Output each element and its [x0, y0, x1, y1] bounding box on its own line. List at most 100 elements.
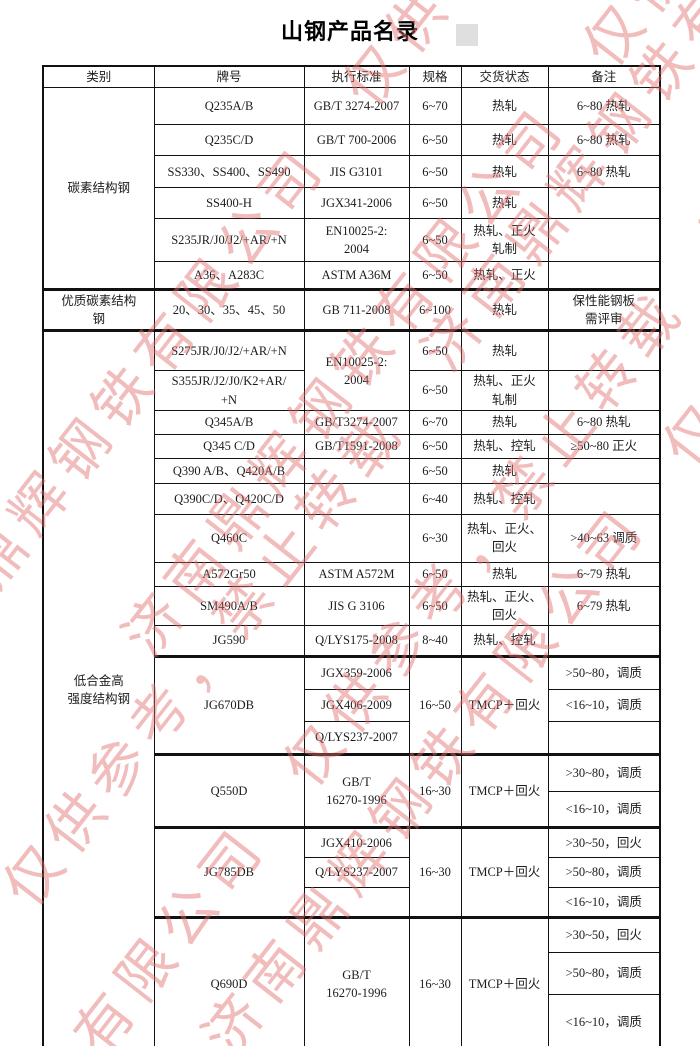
delivery-cell: TMCP＋回火 — [460, 825, 549, 918]
column-header: 交货状态 — [460, 65, 549, 89]
grade-cell: Q460C — [153, 513, 305, 563]
remark-cell: 6~80 热轧 — [547, 87, 661, 126]
remark-cell — [547, 624, 661, 657]
remark-cell: >50~80，调质 — [547, 654, 661, 690]
spec-cell: 16~30 — [408, 825, 462, 918]
grade-cell: Q235A/B — [153, 87, 305, 126]
remark-cell: 6~80 热轧 — [547, 409, 661, 435]
delivery-cell: 热轧 — [460, 155, 549, 189]
delivery-cell: 热轧、正火 轧制 — [460, 370, 549, 411]
table-row: Q390C/D、Q420C/D 6~40 热轧、控轧 — [43, 482, 661, 515]
category-cell: 碳素结构钢 — [42, 87, 155, 291]
spec-cell: 6~50 — [408, 585, 462, 626]
grade-cell: Q345A/B — [153, 409, 305, 435]
standard-cell — [303, 482, 410, 515]
column-header: 规格 — [408, 65, 462, 89]
remark-cell: 6~79 热轧 — [547, 561, 661, 587]
table-row: 碳素结构钢 Q235A/B GB/T 3274-2007 6~70 热轧 6~80 热轧 — [42, 87, 661, 291]
remark-cell: <16~10，调质 — [547, 790, 661, 828]
delivery-cell: TMCP＋回火 — [460, 654, 549, 755]
spec-cell: 6~50 — [408, 457, 462, 484]
table-row: <16~10，调质 — [43, 790, 661, 828]
standard-cell: GB/T3274-2007 — [303, 409, 410, 435]
spec-cell: 6~50 — [408, 218, 462, 263]
standard-cell: Q/LYS175-2008 — [303, 624, 410, 657]
remark-cell — [547, 457, 661, 484]
standard-cell: GB/T 16270-1996 — [303, 752, 410, 828]
table-row: A572Gr50 ASTM A572M 6~50 热轧 6~79 热轧 — [43, 561, 661, 587]
grade-cell: Q390 A/B、Q420A/B — [153, 457, 305, 484]
remark-cell: 6~80 热轧 — [547, 124, 661, 157]
spec-cell: 6~100 — [408, 288, 462, 332]
spec-cell: 8~40 — [408, 624, 462, 657]
delivery-cell: 热轧、正火 轧制 — [460, 218, 549, 263]
standard-cell: Q/LYS237-2007 — [303, 856, 410, 888]
table-row: JG590 Q/LYS175-2008 8~40 热轧、控轧 — [43, 624, 661, 657]
product-table: 类别 牌号 执行标准 规格 交货状态 备注 碳素结构钢 Q235A/B GB/T 3274-2… — [42, 65, 661, 1046]
grade-cell: SS330、SS400、SS490 — [153, 155, 305, 189]
standard-cell: ASTM A572M — [303, 561, 410, 587]
delivery-cell: 热轧 — [460, 288, 549, 332]
remark-cell: >30~80，调质 — [547, 752, 661, 792]
table-row: JGX406-2009 <16~10，调质 — [43, 688, 661, 722]
table-row: Q390 A/B、Q420A/B 6~50 热轧 — [43, 457, 661, 484]
delivery-cell: TMCP＋回火 — [460, 752, 549, 828]
standard-cell — [303, 886, 410, 918]
spec-cell: 6~30 — [408, 513, 462, 563]
standard-cell — [303, 513, 410, 563]
remark-cell: <16~10，调质 — [547, 688, 661, 722]
delivery-cell: 热轧 — [460, 561, 549, 587]
delivery-cell: 热轧 — [460, 329, 549, 372]
remark-cell: <16~10，调质 — [547, 993, 661, 1046]
remark-cell: 6~80 热轧 — [547, 155, 661, 189]
remark-cell: 6~79 热轧 — [547, 585, 661, 626]
remark-cell: >30~50，回火 — [547, 915, 661, 953]
standard-cell: GB/T 3274-2007 — [303, 87, 410, 126]
standard-cell: EN10025-2: 2004 — [303, 218, 410, 263]
remark-cell: >30~50，回火 — [547, 825, 661, 858]
table-row: SS330、SS400、SS490 JIS G3101 6~50 热轧 6~80 热轧 — [43, 155, 661, 189]
table-row: 低合金高 强度结构钢 S275JR/J0/J2/+AR/+N EN10025-2: … — [42, 329, 661, 1046]
grade-cell: SM490A/B — [153, 585, 305, 626]
category-cell: 优质碳素结构 钢 — [42, 288, 155, 332]
table-row: 优质碳素结构 钢 20、30、35、45、50 GB 711-2008 6~100 热轧… — [42, 288, 661, 332]
standard-cell: JGX410-2006 — [303, 825, 410, 858]
category-cell: 低合金高 强度结构钢 — [42, 329, 155, 1046]
table-row: SS400-H JGX341-2006 6~50 热轧 — [43, 187, 661, 220]
remark-cell — [547, 370, 661, 411]
table-row: <16~10，调质 — [43, 993, 661, 1046]
standard-cell: EN10025-2: 2004 — [303, 329, 410, 411]
spec-cell: 16~30 — [408, 915, 462, 1046]
grade-cell: S275JR/J0/J2/+AR/+N — [153, 329, 305, 372]
remark-cell: >40~63 调质 — [547, 513, 661, 563]
grade-cell: JG590 — [153, 624, 305, 657]
remark-cell: >50~80，调质 — [547, 951, 661, 995]
remark-cell: <16~10，调质 — [547, 886, 661, 918]
grade-cell: JG670DB — [153, 654, 305, 755]
delivery-cell: 热轧、控轧 — [460, 433, 549, 459]
table-row: S235JR/J0/J2/+AR/+N EN10025-2: 2004 6~50 热轧… — [43, 218, 661, 263]
delivery-cell: 热轧 — [460, 409, 549, 435]
standard-cell: GB 711-2008 — [303, 288, 410, 332]
spec-cell: 6~50 — [408, 370, 462, 411]
column-header: 类别 — [42, 65, 155, 89]
grade-cell: S355JR/J2/J0/K2+AR/ +N — [153, 370, 305, 411]
grade-cell: Q235C/D — [153, 124, 305, 157]
remark-cell — [547, 329, 661, 372]
delivery-cell: 热轧、正火 — [460, 261, 549, 291]
table-row: Q460C 6~30 热轧、正火、 回火 >40~63 调质 — [43, 513, 661, 563]
standard-cell: GB/T 16270-1996 — [303, 915, 410, 1046]
grade-cell: A572Gr50 — [153, 561, 305, 587]
spec-cell: 16~30 — [408, 752, 462, 828]
standard-cell: ASTM A36M — [303, 261, 410, 291]
delivery-cell: 热轧、控轧 — [460, 624, 549, 657]
table-header-row: 类别 牌号 执行标准 规格 交货状态 备注 — [42, 65, 661, 89]
grade-cell: Q345 C/D — [153, 433, 305, 459]
column-header: 执行标准 — [303, 65, 410, 89]
grade-cell: Q550D — [153, 752, 305, 828]
table-row: A36、A283C ASTM A36M 6~50 热轧、正火 — [43, 261, 661, 291]
standard-cell: Q/LYS237-2007 — [303, 720, 410, 755]
grade-cell: 20、30、35、45、50 — [153, 288, 305, 332]
delivery-cell: 热轧、正火、 回火 — [460, 585, 549, 626]
spec-cell: 6~40 — [408, 482, 462, 515]
